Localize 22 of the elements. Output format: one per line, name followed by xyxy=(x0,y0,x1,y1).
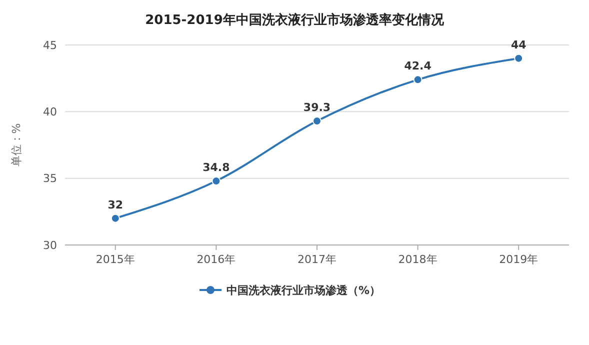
x-tick-label: 2019年 xyxy=(499,253,538,266)
x-tick-label: 2017年 xyxy=(298,253,336,266)
data-label: 34.8 xyxy=(202,161,230,174)
data-label: 42.4 xyxy=(404,60,432,73)
y-tick-label: 40 xyxy=(43,106,57,119)
x-tick-label: 2018年 xyxy=(398,253,438,266)
data-label: 39.3 xyxy=(303,101,331,114)
y-tick-label: 45 xyxy=(43,38,57,52)
point xyxy=(110,214,120,223)
y-tick-label: 30 xyxy=(43,238,57,252)
point xyxy=(413,75,422,84)
y-tick-label: 35 xyxy=(43,172,57,186)
x-tick-label: 2015年 xyxy=(96,253,135,266)
point xyxy=(312,116,322,126)
point xyxy=(212,176,221,186)
point xyxy=(514,54,524,63)
y-axis-title: 单位：% xyxy=(10,123,23,167)
data-label: 32 xyxy=(108,198,124,212)
chart-title: 2015-2019年中国洗衣液行业市场渗透率变化情况 xyxy=(145,12,445,28)
legend-label: 中国洗衣液行业市场渗透（%） xyxy=(226,284,381,297)
x-tick-label: 2016年 xyxy=(196,253,236,266)
data-label: 44 xyxy=(510,38,527,52)
